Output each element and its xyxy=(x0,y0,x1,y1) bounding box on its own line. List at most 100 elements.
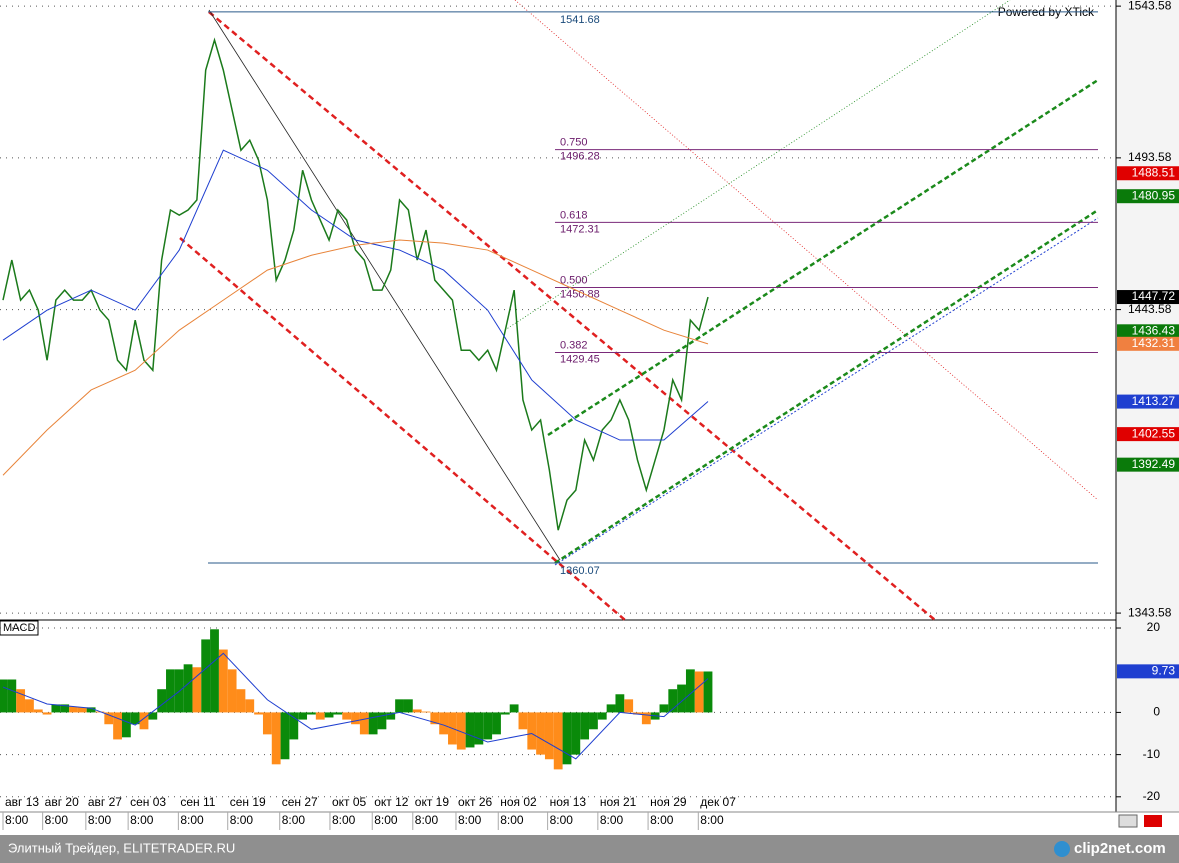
x-tick-label: ноя 13 xyxy=(550,795,587,809)
x-tick-time: 8:00 xyxy=(230,813,254,827)
macd-bar xyxy=(351,712,360,725)
price-label: 1392.49 xyxy=(1132,457,1176,471)
x-tick-time: 8:00 xyxy=(500,813,524,827)
macd-bar xyxy=(271,712,281,765)
red-thin-line xyxy=(514,0,1099,501)
macd-bar xyxy=(218,649,228,713)
x-tick-label: ноя 21 xyxy=(600,795,637,809)
y-tick-label: 20 xyxy=(1147,620,1161,634)
x-tick-time: 8:00 xyxy=(5,813,29,827)
macd-bar xyxy=(465,712,475,748)
macd-bar xyxy=(421,711,431,713)
price-label: 1480.95 xyxy=(1132,188,1176,202)
price-line xyxy=(2,239,709,476)
macd-bar xyxy=(60,704,70,713)
macd-bar xyxy=(641,712,651,725)
y-tick-label: 1343.58 xyxy=(1128,605,1172,619)
macd-bar xyxy=(0,679,8,713)
macd-bar xyxy=(430,712,440,725)
footer-bar xyxy=(0,835,1179,863)
exit-button[interactable] xyxy=(1144,815,1162,827)
price-label-box xyxy=(1117,457,1179,472)
macd-bar xyxy=(210,629,219,713)
macd-bar xyxy=(685,669,695,713)
macd-bar xyxy=(633,712,642,715)
x-tick-label: сен 11 xyxy=(180,795,215,809)
y-tick-label: 1443.58 xyxy=(1128,302,1172,316)
price-label: 1402.55 xyxy=(1132,426,1176,440)
macd-bar xyxy=(139,712,149,730)
macd-bar xyxy=(298,712,308,720)
x-tick-time: 8:00 xyxy=(374,813,398,827)
footer-logo: clip2net.com xyxy=(1074,840,1166,857)
macd-bar xyxy=(518,712,528,730)
x-tick-label: окт 05 xyxy=(332,795,367,809)
price-label-box xyxy=(1117,166,1179,181)
x-tick-time: 8:00 xyxy=(600,813,624,827)
fib-level: 0.500 xyxy=(560,274,588,286)
macd-bar xyxy=(280,712,290,760)
price-label-box xyxy=(1117,427,1179,442)
macd-bar xyxy=(262,712,272,735)
macd-bar xyxy=(69,706,78,713)
macd-bar xyxy=(368,712,378,735)
x-tick-label: окт 19 xyxy=(415,795,450,809)
x-tick-time: 8:00 xyxy=(282,813,306,827)
macd-bar xyxy=(7,679,17,713)
fib-level: 0.750 xyxy=(560,137,588,149)
x-tick-time: 8:00 xyxy=(130,813,154,827)
x-tick-label: авг 27 xyxy=(88,795,122,809)
macd-bar xyxy=(25,699,34,713)
macd-bar xyxy=(456,712,466,750)
macd-bar xyxy=(589,712,598,730)
macd-bar xyxy=(359,712,369,735)
macd-bar xyxy=(148,712,158,720)
x-tick-time: 8:00 xyxy=(332,813,356,827)
macd-bar xyxy=(624,699,634,713)
fib-value: 1450.88 xyxy=(560,288,600,300)
x-tick-label: окт 12 xyxy=(374,795,409,809)
macd-bar xyxy=(536,712,545,755)
x-tick-time: 8:00 xyxy=(458,813,482,827)
fib-value: 1360.07 xyxy=(560,565,600,577)
toolbar-button[interactable] xyxy=(1118,814,1138,828)
red-channel-bottom xyxy=(179,237,626,621)
macd-bar xyxy=(403,699,413,713)
x-tick-time: 8:00 xyxy=(45,813,69,827)
price-label: 1488.51 xyxy=(1132,165,1176,179)
y-tick-label: 0 xyxy=(1153,705,1160,719)
macd-bar xyxy=(580,712,590,740)
green-channel-bottom xyxy=(554,208,1099,565)
macd-bar xyxy=(571,712,581,755)
macd-bar xyxy=(245,699,255,713)
fib-level: 0.382 xyxy=(560,339,588,351)
price-label: 1413.27 xyxy=(1132,394,1176,408)
fib-value: 1496.28 xyxy=(560,151,600,163)
macd-bar xyxy=(192,667,202,713)
macd-bar xyxy=(377,712,387,730)
macd-bar xyxy=(227,669,237,713)
macd-bar xyxy=(33,709,43,713)
x-tick-label: сен 19 xyxy=(230,795,266,809)
y-tick-label: -20 xyxy=(1143,789,1161,803)
x-tick-time: 8:00 xyxy=(650,813,674,827)
macd-bar xyxy=(254,712,263,715)
macd-bar xyxy=(500,712,510,715)
x-tick-label: авг 20 xyxy=(45,795,79,809)
price-label-box xyxy=(1117,324,1179,339)
fib-value: 1472.31 xyxy=(560,223,600,235)
blue-dotted-line xyxy=(554,217,1099,566)
macd-bar xyxy=(694,671,704,713)
macd-bar xyxy=(509,704,519,713)
macd-bar xyxy=(483,712,493,740)
price-label-box xyxy=(1117,189,1179,204)
macd-bar xyxy=(16,689,26,713)
macd-bar xyxy=(544,712,554,760)
macd-bar xyxy=(597,712,607,720)
macd-bar xyxy=(659,704,669,713)
red-channel-top xyxy=(208,11,936,621)
footer-text: Элитный Трейдер, ELITETRADER.RU xyxy=(8,840,235,855)
x-tick-time: 8:00 xyxy=(550,813,574,827)
macd-bar xyxy=(130,712,140,725)
